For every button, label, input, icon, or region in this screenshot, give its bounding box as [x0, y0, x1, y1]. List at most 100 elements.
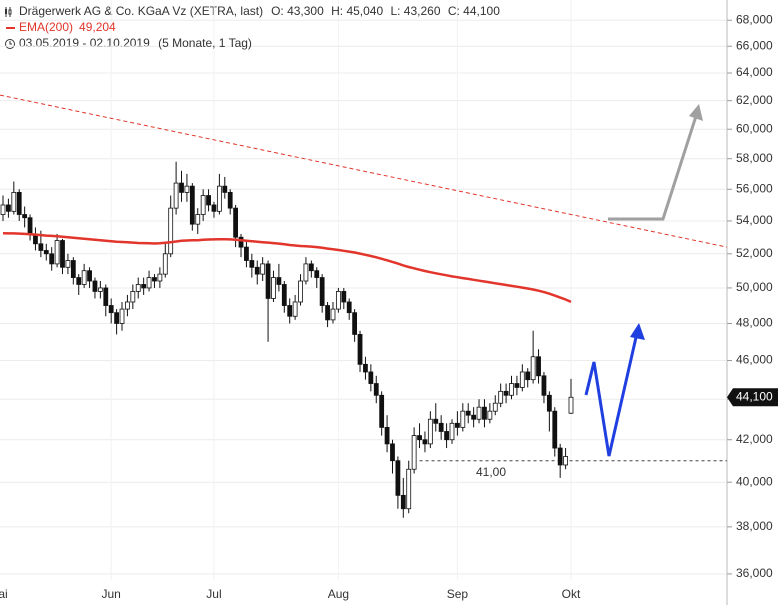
last-price-label: 44,100	[736, 389, 773, 403]
candle-body	[114, 312, 119, 324]
candle-body	[373, 383, 379, 396]
candle-body	[335, 291, 341, 310]
candle-body	[162, 253, 168, 275]
candle-body	[346, 301, 352, 314]
y-tick-label: 42,000	[736, 432, 773, 446]
candle-body	[503, 390, 509, 396]
candle-body	[460, 410, 466, 428]
candle-body	[292, 301, 298, 317]
candle-body	[417, 435, 422, 441]
candle-body	[211, 204, 217, 212]
blue-arrow	[584, 332, 639, 457]
plot-area: 41,00	[0, 0, 728, 580]
candle-body	[87, 270, 92, 282]
candle-body	[487, 410, 493, 420]
candle-body	[265, 263, 271, 299]
candle-body	[76, 277, 82, 285]
candle-body	[536, 356, 541, 377]
candle-body	[38, 243, 44, 251]
candle-body	[189, 185, 195, 225]
candle-body	[438, 422, 444, 432]
candle-body	[514, 383, 520, 388]
candle-body	[352, 312, 358, 335]
candle-body	[541, 375, 547, 396]
candle-body	[314, 270, 320, 278]
candle-body	[390, 443, 395, 462]
candle-body	[427, 418, 433, 445]
clock-hands	[9, 41, 12, 45]
support-label: 41,00	[476, 465, 506, 479]
ohlc-label: H: 45,040	[331, 4, 383, 18]
period: (5 Monate, 1 Tag)	[158, 36, 252, 50]
last-price-tag	[727, 388, 778, 407]
candle-body	[233, 207, 239, 238]
candle-body	[363, 363, 368, 373]
ohlc-label: C: 44,100	[448, 4, 500, 18]
candle-body	[92, 280, 98, 292]
candle-body	[546, 394, 552, 412]
x-tick-label: Jun	[102, 587, 121, 601]
candle-body	[498, 390, 504, 404]
ohlc-label: O: 43,300	[271, 4, 324, 18]
candle-body	[227, 191, 233, 209]
candle-body	[108, 305, 114, 314]
candle-body	[65, 260, 71, 268]
candle-body	[6, 204, 11, 212]
candle-body	[216, 185, 222, 212]
candle-body	[308, 263, 314, 272]
candle-body	[206, 195, 211, 206]
candle-body	[60, 240, 65, 268]
candle-body	[357, 334, 363, 365]
candle-body	[141, 284, 147, 289]
candle-body	[400, 494, 406, 510]
candle-body	[200, 195, 206, 215]
candle-body	[552, 410, 558, 449]
candle-body	[0, 204, 6, 215]
candle-body	[384, 426, 390, 445]
candle-body	[119, 308, 125, 324]
candle-body	[476, 406, 482, 420]
blue-arrowhead	[630, 323, 645, 340]
candle-body	[519, 371, 525, 388]
y-tick-label: 64,000	[736, 65, 773, 79]
candle-body	[330, 308, 336, 321]
candle-body	[184, 185, 190, 193]
candle-body	[341, 291, 347, 303]
candle-body	[568, 396, 574, 414]
y-tick-label: 58,000	[736, 151, 773, 165]
candle-body	[146, 277, 152, 289]
y-tick-label: 48,000	[736, 316, 773, 330]
candle-body	[43, 250, 49, 255]
candle-body	[54, 240, 60, 265]
candle-body	[49, 253, 55, 265]
candle-body	[368, 371, 374, 384]
candle-body	[130, 291, 136, 303]
candle-body	[406, 468, 412, 510]
candle-body	[173, 182, 179, 209]
y-tick-label: 38,000	[736, 519, 773, 533]
candle-body	[287, 305, 293, 317]
chart-title: Drägerwerk AG & Co. KGaA Vz (XETRA, last…	[19, 4, 263, 18]
y-tick-label: 60,000	[736, 121, 773, 135]
candle-body	[482, 406, 487, 420]
x-tick-label: Sep	[447, 587, 469, 601]
candle-body	[563, 456, 568, 466]
y-tick-label: 50,000	[736, 280, 773, 294]
candle-body	[195, 214, 201, 225]
candle-body	[557, 447, 563, 466]
candle-body	[81, 270, 87, 285]
clock-icon	[5, 39, 15, 49]
candle-body	[422, 439, 428, 445]
candle-body	[260, 263, 266, 275]
y-tick-label: 56,000	[736, 181, 773, 195]
candle-body	[152, 277, 157, 282]
candle-body	[244, 246, 249, 261]
candle-body	[465, 410, 471, 416]
ema-legend-name: EMA(200)	[19, 20, 73, 34]
candle-body	[492, 402, 498, 412]
y-tick-label: 36,000	[736, 566, 773, 580]
candle-body	[449, 422, 455, 441]
ohlc-label: L: 43,260	[390, 4, 440, 18]
candle-body	[298, 280, 303, 303]
